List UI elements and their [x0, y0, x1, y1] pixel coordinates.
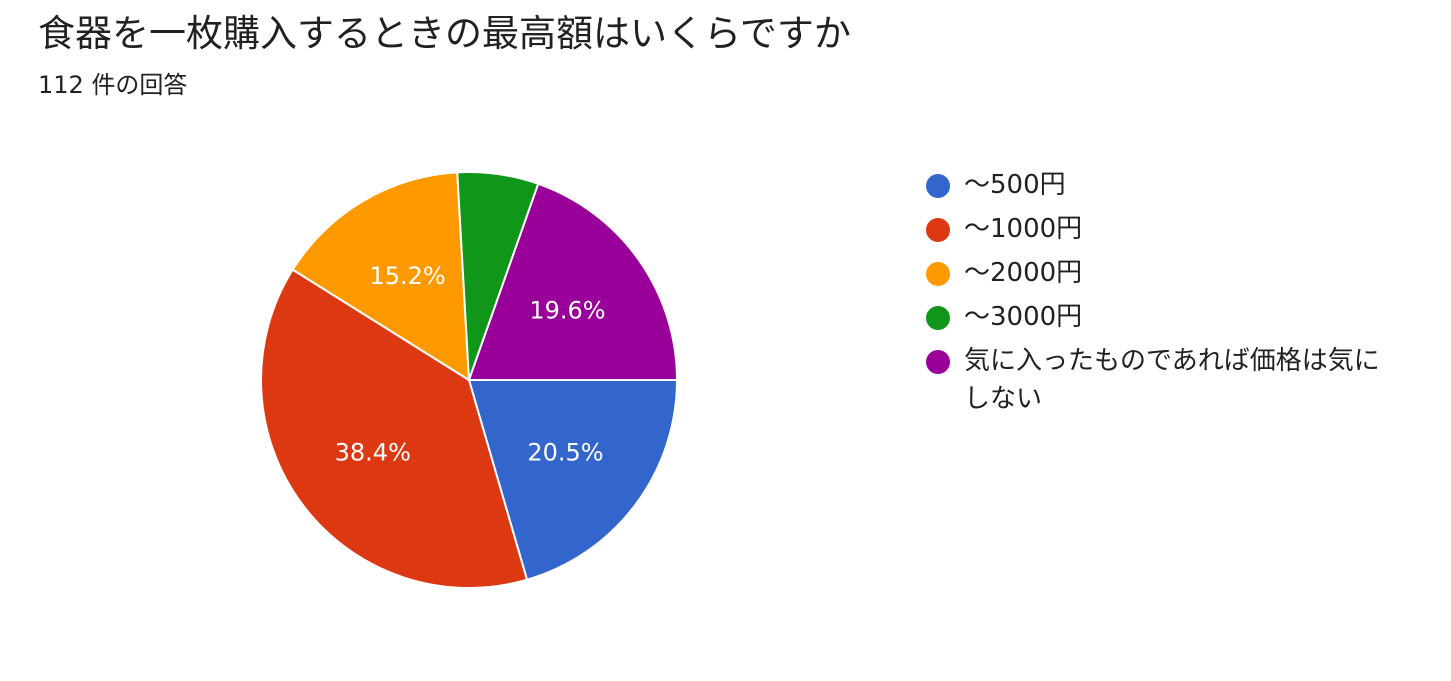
legend-swatch [926, 262, 950, 286]
legend-label: 〜1000円 [964, 214, 1083, 244]
legend-label: 気に入ったものであれば価格は気にしない [964, 346, 1380, 414]
slice-value-label: 20.5% [527, 438, 603, 466]
response-count: 112 件の回答 [38, 71, 188, 99]
legend-item: 〜1000円 [926, 210, 1396, 248]
pie-slice-1 [467, 379, 679, 581]
legend-label: 〜2000円 [964, 258, 1083, 288]
chart-title: 食器を一枚購入するときの最高額はいくらですか [38, 12, 851, 55]
legend-label: 〜3000円 [964, 302, 1083, 332]
pie-slice-5 [467, 182, 679, 381]
slice-value-label: 38.4% [335, 439, 411, 467]
legend-item: 〜3000円 [926, 298, 1396, 336]
legend-swatch [926, 306, 950, 330]
legend-swatch [926, 174, 950, 198]
pie-slice-3 [291, 171, 471, 382]
slice-value-label: 19.6% [529, 296, 605, 324]
legend-swatch [926, 218, 950, 242]
legend-item: 〜2000円 [926, 254, 1396, 292]
legend: 〜500円〜1000円 〜2000円 〜3000円気に入ったものであれば価格は気にし… [926, 166, 1396, 424]
legend-item: 〜500円 [926, 166, 1396, 204]
legend-label: 〜500円 [964, 170, 1066, 200]
legend-swatch [926, 350, 950, 374]
pie-slice-2 [260, 268, 529, 589]
slice-value-label: 15.2% [369, 262, 445, 290]
legend-item: 気に入ったものであれば価格は気にしない [926, 342, 1396, 418]
